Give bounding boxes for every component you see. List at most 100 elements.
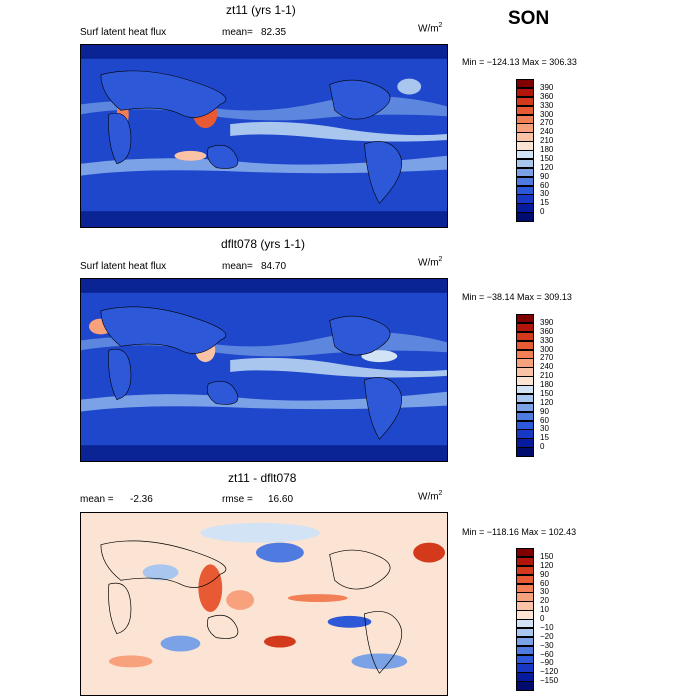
colorbar-swatch	[516, 105, 534, 115]
colorbar-swatch	[516, 556, 534, 567]
colorbar-tick-label: −120	[540, 667, 559, 677]
colorbar-swatch	[516, 402, 534, 413]
colorbar-swatch	[516, 663, 534, 673]
colorbar-tick-label: 180	[540, 145, 554, 154]
colorbar-tick-label: 150	[540, 153, 554, 163]
colorbar-tick-label: 300	[540, 109, 554, 119]
panel-1-colorbar	[516, 79, 534, 222]
colorbar-swatch	[516, 150, 534, 160]
panel-3-mean-value: -2.36	[130, 494, 153, 505]
colorbar-swatch	[516, 583, 534, 593]
colorbar-tick-label: 60	[540, 578, 549, 588]
colorbar-swatch	[516, 619, 534, 629]
colorbar-swatch	[516, 367, 534, 377]
colorbar-swatch	[516, 654, 534, 664]
colorbar-swatch	[516, 141, 534, 151]
colorbar-swatch	[516, 158, 534, 169]
colorbar-swatch	[516, 411, 534, 421]
colorbar-tick-label: 20	[540, 596, 549, 606]
panel-2-title: dflt078 (yrs 1-1)	[221, 237, 306, 251]
colorbar-swatch	[516, 429, 534, 439]
panel-1-mean-label: mean=	[222, 27, 253, 38]
colorbar-tick-label: 210	[540, 371, 554, 381]
colorbar-tick-label: 90	[540, 406, 549, 416]
panel-3-map	[80, 512, 448, 696]
colorbar-swatch	[516, 79, 534, 89]
colorbar-tick-label: 60	[540, 180, 549, 190]
colorbar-tick-label: 15	[540, 198, 549, 208]
colorbar-tick-label: 270	[540, 353, 554, 363]
colorbar-tick-label: 390	[540, 317, 554, 327]
panel-3-map-svg	[81, 513, 447, 695]
colorbar-tick-label: 0	[540, 207, 545, 217]
season-label: SON	[508, 8, 550, 29]
colorbar-swatch	[516, 376, 534, 386]
colorbar-swatch	[516, 420, 534, 430]
panel-3-min-max: Min = −118.16 Max = 102.43	[462, 527, 577, 537]
colorbar-swatch	[516, 96, 534, 107]
colorbar-tick-label: 90	[540, 171, 549, 181]
colorbar-swatch	[516, 601, 534, 611]
colorbar-tick-label: 150	[540, 388, 554, 398]
colorbar-tick-label: 270	[540, 118, 554, 128]
panel-2-map-svg	[81, 279, 447, 461]
colorbar-swatch	[516, 592, 534, 602]
colorbar-swatch	[516, 358, 534, 368]
colorbar-swatch	[516, 610, 534, 620]
colorbar-tick-label: 30	[540, 189, 549, 199]
panel-1-map-svg	[81, 45, 447, 227]
colorbar-tick-label: 330	[540, 100, 554, 110]
panel-3-colorbar	[516, 548, 534, 691]
panel-1-min-max: Min = −124.13 Max = 306.33	[462, 57, 577, 67]
colorbar-tick-label: 10	[540, 605, 549, 615]
colorbar-swatch	[516, 565, 534, 576]
panel-2-mean-value: 84.70	[261, 261, 287, 272]
colorbar-tick-label: 120	[540, 560, 554, 570]
colorbar-swatch	[516, 185, 534, 195]
colorbar-tick-label: 390	[540, 82, 554, 92]
colorbar-swatch	[516, 322, 534, 333]
panel-2-field-label: Surf latent heat flux	[80, 261, 167, 272]
colorbar-tick-label: 90	[540, 569, 549, 579]
colorbar-tick-label: 180	[540, 380, 554, 389]
colorbar-swatch	[516, 627, 534, 638]
colorbar-swatch	[516, 87, 534, 98]
panel-2-min-max: Min = −38.14 Max = 309.13	[462, 292, 572, 302]
colorbar-swatch	[516, 349, 534, 359]
colorbar-tick-label: 150	[540, 551, 554, 561]
colorbar-swatch	[516, 132, 534, 142]
panel-3-rmse-label: rmse =	[222, 494, 253, 505]
colorbar-swatch	[516, 212, 534, 222]
colorbar-tick-label: 120	[540, 397, 554, 407]
colorbar-swatch	[516, 438, 534, 448]
colorbar-swatch	[516, 331, 534, 342]
colorbar-tick-label: 0	[540, 614, 545, 623]
colorbar-swatch	[516, 340, 534, 350]
colorbar-swatch	[516, 203, 534, 213]
colorbar-tick-label: 30	[540, 424, 549, 434]
colorbar-tick-label: −90	[540, 658, 554, 668]
panel-1-mean-value: 82.35	[261, 27, 287, 38]
panel-1-units: W/m2	[418, 22, 443, 35]
panel-2-colorbar	[516, 314, 534, 457]
colorbar-swatch	[516, 574, 534, 584]
panel-1-map	[80, 44, 448, 228]
panel-2-map	[80, 278, 448, 462]
colorbar-tick-label: −150	[540, 676, 559, 686]
colorbar-tick-label: 240	[540, 362, 554, 372]
panel-2-units: W/m2	[418, 256, 443, 269]
colorbar-tick-label: 240	[540, 127, 554, 137]
colorbar-swatch	[516, 636, 534, 647]
colorbar-tick-label: −10	[540, 622, 554, 632]
colorbar-tick-label: 360	[540, 91, 554, 101]
panel-1-title: zt11 (yrs 1-1)	[226, 3, 296, 17]
colorbar-tick-label: 300	[540, 344, 554, 354]
panel-1-field-label: Surf latent heat flux	[80, 27, 167, 38]
colorbar-tick-label: 120	[540, 162, 554, 172]
colorbar-swatch	[516, 385, 534, 395]
panel-2-mean-label: mean=	[222, 261, 253, 272]
colorbar-swatch	[516, 393, 534, 404]
colorbar-tick-label: 0	[540, 442, 545, 452]
panel-3-mean-label: mean =	[80, 494, 114, 505]
colorbar-swatch	[516, 548, 534, 558]
